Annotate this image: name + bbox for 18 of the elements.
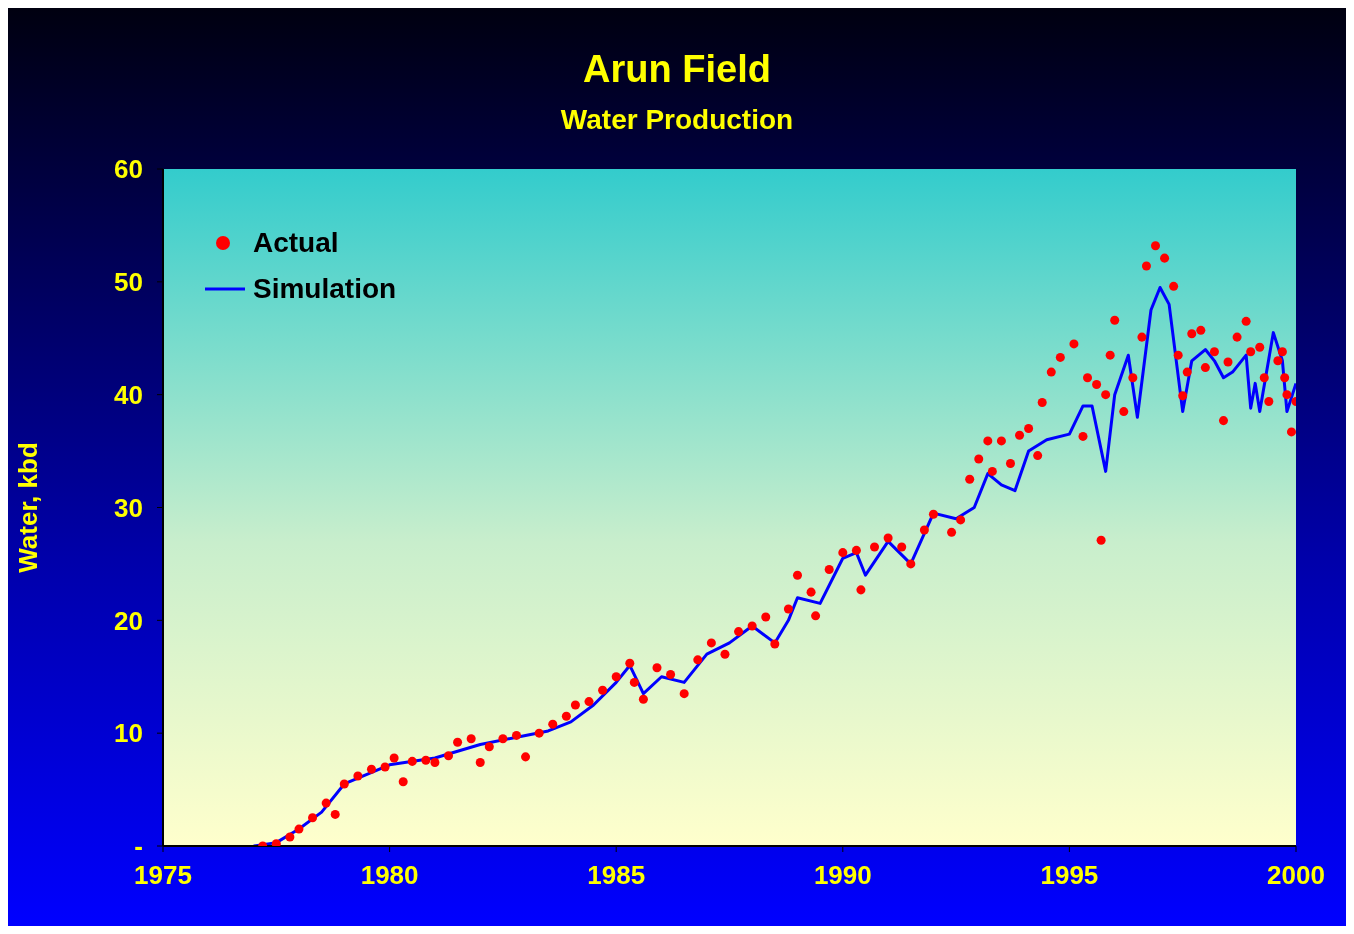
y-tick-label: - xyxy=(134,831,143,862)
chart-subtitle: Water Production xyxy=(559,104,795,136)
y-tick-label: 20 xyxy=(114,605,143,636)
legend-label: Actual xyxy=(253,227,339,259)
y-tick-label: 10 xyxy=(114,718,143,749)
y-tick-label: 60 xyxy=(114,154,143,185)
y-tick-label: 40 xyxy=(114,379,143,410)
x-tick-label: 1985 xyxy=(587,860,646,891)
x-tick-label: 1995 xyxy=(1040,860,1099,891)
x-tick-label: 1975 xyxy=(134,860,192,891)
legend-label: Simulation xyxy=(253,273,397,305)
x-tick-label: 1980 xyxy=(360,860,419,891)
y-tick-label: 50 xyxy=(114,267,143,298)
y-tick-label: 30 xyxy=(114,492,143,523)
x-tick-label: 2000 xyxy=(1267,860,1325,891)
y-axis-title: Water, kbd xyxy=(13,442,44,573)
chart-title: Arun Field xyxy=(582,48,772,91)
x-tick-label: 1990 xyxy=(813,860,872,891)
